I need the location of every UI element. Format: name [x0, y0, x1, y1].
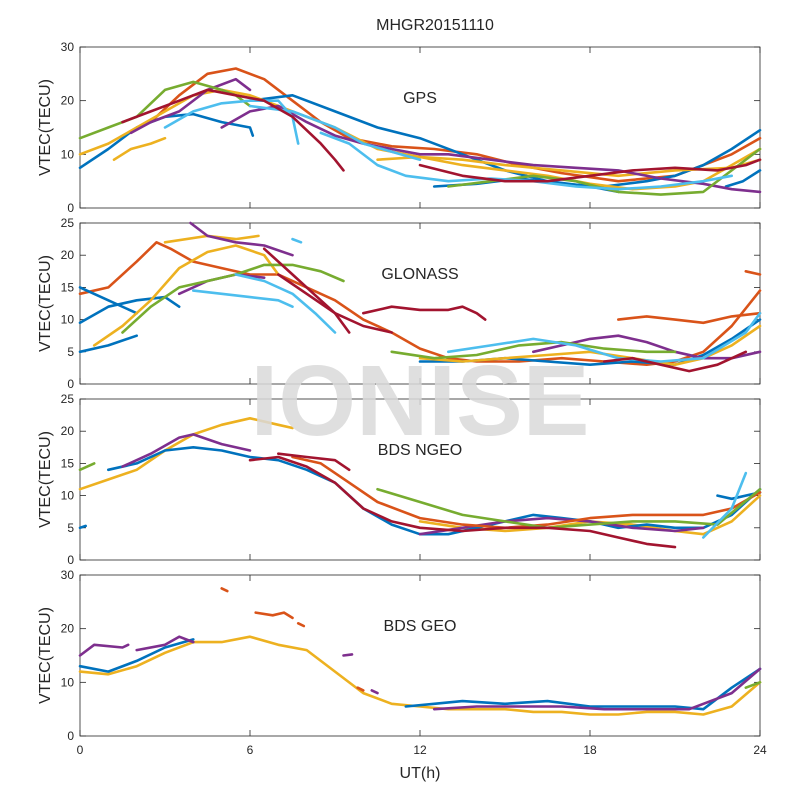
series-line	[78, 286, 138, 315]
y-tick-label: 0	[67, 377, 74, 391]
series-line	[296, 622, 306, 628]
series-line	[716, 491, 762, 501]
y-tick-label: 20	[61, 424, 75, 438]
y-tick-label: 20	[61, 94, 75, 108]
series-line	[163, 234, 260, 244]
x-tick-label: 6	[247, 743, 254, 757]
series-line	[617, 311, 762, 325]
series-line	[248, 104, 422, 161]
series-line	[107, 446, 762, 536]
series-line	[390, 340, 677, 360]
x-tick-label: 18	[583, 743, 597, 757]
series-line	[362, 305, 487, 321]
series-line	[404, 667, 762, 711]
series-line	[418, 158, 762, 183]
series-line	[291, 455, 762, 530]
series-line	[135, 635, 195, 652]
series-line	[370, 689, 379, 695]
series-line	[356, 686, 365, 692]
panel-glonass: 0 5 10 15 20 25 VTEC(TECU) GLONASS	[37, 216, 762, 391]
series-line	[602, 350, 748, 373]
series-line	[248, 455, 677, 549]
series-line	[432, 667, 762, 711]
series-line	[744, 270, 762, 276]
y-tick-label: 30	[61, 40, 75, 54]
series-line	[724, 169, 762, 188]
series-line	[192, 289, 294, 308]
y-tick-label: 0	[67, 201, 74, 215]
y-tick-label: 10	[61, 675, 75, 689]
y-tick-label: 25	[61, 392, 75, 406]
series-line	[78, 524, 87, 530]
series-line	[78, 643, 130, 657]
watermark: IONISE	[251, 345, 590, 457]
chart-title: MHGR20151110	[376, 17, 494, 34]
series-line	[78, 638, 195, 673]
series-line	[418, 516, 705, 536]
series-line	[78, 334, 138, 354]
series-line	[376, 487, 762, 530]
panel-label: BDS GEO	[384, 618, 457, 635]
y-tick-label: 10	[61, 147, 75, 161]
x-tick-label: 12	[413, 743, 427, 757]
y-tick-label: 15	[61, 456, 75, 470]
y-axis-label: VTEC(TECU)	[37, 79, 54, 176]
panel-label: BDS NGEO	[378, 442, 462, 459]
y-tick-label: 5	[67, 521, 74, 535]
y-tick-label: 30	[61, 568, 75, 582]
panel-label: GLONASS	[381, 266, 458, 283]
y-axis-label: VTEC(TECU)	[37, 431, 54, 528]
series-line	[744, 681, 762, 689]
series-line	[112, 136, 167, 161]
series-line	[319, 131, 733, 191]
series-line	[121, 433, 252, 468]
y-axis-label: VTEC(TECU)	[37, 255, 54, 352]
axes-box	[79, 46, 761, 209]
x-tick-label: 0	[77, 743, 84, 757]
series-line	[121, 88, 345, 172]
series-line	[149, 67, 762, 183]
series-line	[220, 104, 762, 194]
x-axis-label: UT(h)	[400, 765, 441, 782]
panel-bds-geo: 0 10 20 30 0 6 12 18 24 VTEC(TECU) BDS GEO	[37, 568, 767, 757]
panel-label: GPS	[403, 90, 437, 107]
y-tick-label: 15	[61, 280, 75, 294]
series-line	[254, 611, 294, 620]
series-line	[220, 587, 229, 593]
y-tick-label: 0	[67, 729, 74, 743]
y-tick-label: 5	[67, 345, 74, 359]
y-tick-label: 10	[61, 489, 75, 503]
series-line	[78, 295, 181, 325]
y-tick-label: 20	[61, 622, 75, 636]
series-line	[342, 653, 354, 657]
series-line	[447, 311, 762, 363]
y-tick-label: 0	[67, 553, 74, 567]
series-line	[129, 77, 252, 135]
series-line	[78, 462, 96, 472]
panel-bds-ngeo: 0 5 10 15 20 25 VTEC(TECU) BDS NGEO	[37, 392, 762, 567]
series-line	[92, 244, 280, 347]
y-axis-label: VTEC(TECU)	[37, 607, 54, 704]
y-tick-label: 20	[61, 248, 75, 262]
series-line	[376, 155, 762, 178]
series-line	[702, 471, 748, 539]
y-tick-label: 10	[61, 313, 75, 327]
series-line	[189, 221, 294, 257]
series-line	[78, 112, 255, 170]
series-line	[234, 273, 337, 334]
panel-gps: 0 10 20 30 VTEC(TECU) GPS	[37, 40, 762, 215]
series-line	[277, 452, 351, 472]
y-tick-label: 25	[61, 216, 75, 230]
series-line	[262, 247, 351, 334]
series-line	[291, 237, 303, 244]
x-tick-label: 24	[753, 743, 767, 757]
